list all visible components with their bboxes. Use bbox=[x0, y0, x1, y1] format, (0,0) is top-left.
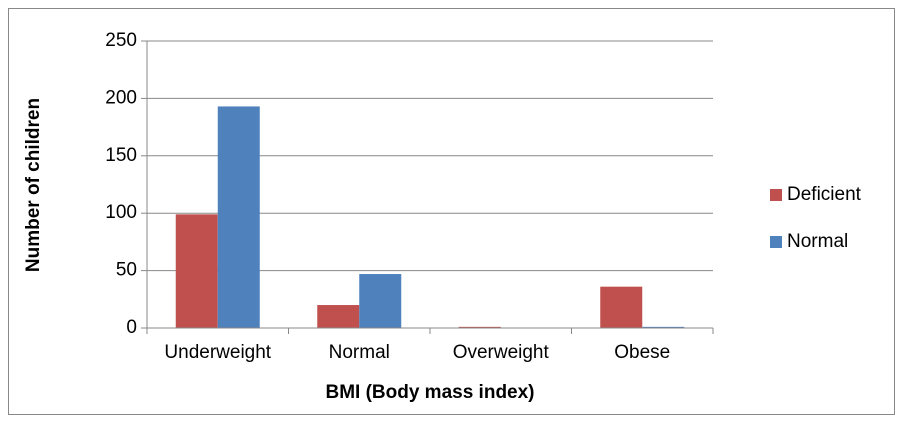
legend-swatch bbox=[770, 189, 782, 201]
legend-label: Deficient bbox=[787, 184, 862, 205]
legend-swatch bbox=[770, 236, 782, 248]
y-tick-label: 0 bbox=[126, 317, 137, 338]
x-tick-label: Underweight bbox=[164, 342, 271, 363]
y-axis-label: Number of children bbox=[23, 98, 44, 272]
y-tick-label: 50 bbox=[116, 260, 137, 281]
y-tick-label: 150 bbox=[105, 145, 137, 166]
bar bbox=[642, 326, 685, 328]
y-tick-label: 100 bbox=[105, 202, 137, 223]
bar bbox=[600, 286, 643, 328]
bar bbox=[458, 326, 501, 328]
legend-label: Normal bbox=[787, 231, 848, 252]
bar bbox=[317, 305, 360, 328]
bar bbox=[359, 274, 402, 328]
y-tick-label: 200 bbox=[105, 87, 137, 108]
x-tick-label: Overweight bbox=[453, 342, 550, 363]
y-tick-label: 250 bbox=[105, 30, 137, 51]
x-tick-label: Normal bbox=[329, 342, 390, 363]
bar bbox=[175, 214, 218, 328]
x-tick-label: Obese bbox=[614, 342, 670, 363]
x-axis-label: BMI (Body mass index) bbox=[325, 382, 534, 403]
chart-frame bbox=[8, 8, 895, 415]
bar bbox=[217, 106, 260, 328]
